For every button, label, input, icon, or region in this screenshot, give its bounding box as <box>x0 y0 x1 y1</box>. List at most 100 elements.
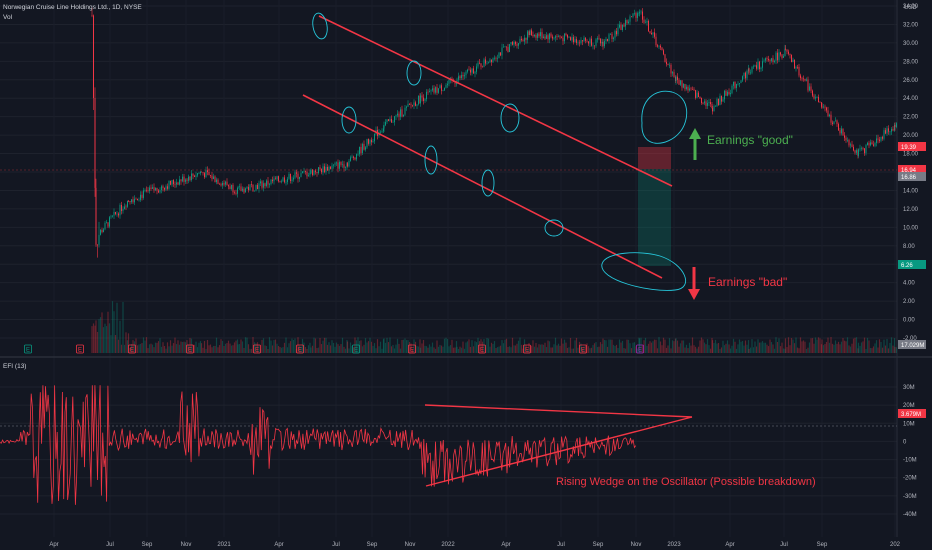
volume-bar <box>229 343 231 353</box>
time-tick-label: 2023 <box>667 542 681 548</box>
candle-body <box>465 71 467 76</box>
volume-bar <box>178 344 181 353</box>
volume-bar <box>520 344 523 353</box>
candle-body <box>742 76 743 81</box>
volume-bar <box>814 337 817 353</box>
candle-body <box>410 104 412 106</box>
circle-highlight <box>406 60 422 86</box>
earnings-event-marker[interactable] <box>408 344 416 354</box>
candle-body <box>146 189 147 191</box>
candle-body <box>528 31 530 36</box>
channel-upper-line[interactable] <box>318 15 673 187</box>
volume-bar <box>566 347 569 353</box>
candle-body <box>632 13 634 17</box>
volume-bar <box>801 341 803 353</box>
volume-bar <box>827 337 829 353</box>
earnings-event-marker[interactable] <box>253 344 261 354</box>
earnings-event-marker[interactable] <box>76 344 84 354</box>
earnings-event-marker[interactable] <box>352 344 360 354</box>
candle-body <box>734 81 736 88</box>
candle-body <box>461 75 462 79</box>
earnings-event-glyph: E <box>638 348 642 354</box>
volume-bar <box>550 347 552 353</box>
candle-body <box>804 78 806 81</box>
candle-body <box>182 176 183 182</box>
oscillator-label[interactable]: EFI (13) <box>3 363 26 370</box>
candle-body <box>313 170 315 176</box>
candle-body <box>424 99 426 101</box>
volume-bar <box>108 323 111 353</box>
candle-body <box>128 200 129 202</box>
candle-body <box>525 37 527 40</box>
candle-body <box>540 32 541 37</box>
volume-bar <box>810 338 812 353</box>
volume-bar <box>304 347 307 353</box>
earnings-event-marker[interactable] <box>296 344 304 354</box>
earnings-event-marker[interactable] <box>523 344 531 354</box>
volume-bar <box>136 345 139 353</box>
volume-bar <box>894 346 896 353</box>
volume-bar <box>171 345 173 353</box>
candle-body <box>423 97 424 101</box>
candle-body <box>818 97 819 103</box>
oscillator-tick-label: -40M <box>903 512 917 518</box>
volume-bar <box>145 337 148 353</box>
candle-body <box>372 141 374 143</box>
wedge-lower-line[interactable] <box>425 416 693 487</box>
volume-bar <box>230 345 233 353</box>
volume-bar <box>138 344 140 353</box>
volume-bar <box>314 338 317 353</box>
candle-body <box>562 37 564 42</box>
volume-bar <box>252 337 254 353</box>
candle-body <box>275 178 276 180</box>
oscillator-axis-labels[interactable]: 30M 20M 10M 0 -10M -20M -30M -40M <box>903 385 917 518</box>
candle-body <box>186 179 188 181</box>
volume-bar <box>396 338 399 353</box>
candle-body <box>507 47 509 52</box>
candle-body <box>643 19 645 23</box>
volume-bar <box>662 337 665 353</box>
candle-body <box>607 38 608 41</box>
volume-bar <box>726 340 729 353</box>
volume-bar <box>741 340 744 353</box>
candle-body <box>851 144 853 147</box>
time-axis-labels[interactable]: Apr Jul Sep Nov 2021 Apr Jul Sep Nov 2022 Apr Jul Se… <box>49 542 900 548</box>
candle-body <box>873 144 874 146</box>
earnings-event-marker[interactable] <box>636 344 644 354</box>
candle-body <box>185 179 186 182</box>
candle-body <box>351 156 353 158</box>
earnings-event-marker[interactable] <box>579 344 587 354</box>
candle-body <box>296 172 297 174</box>
candle-body <box>833 121 835 124</box>
earnings-event-marker[interactable] <box>478 344 486 354</box>
wedge-upper-line[interactable] <box>424 404 693 418</box>
candle-body <box>281 181 282 183</box>
candle-body <box>867 142 868 146</box>
candle-body <box>124 206 125 209</box>
symbol-title[interactable]: Norwegian Cruise Line Holdings Ltd., 1D,… <box>3 4 142 11</box>
candle-body <box>398 113 400 117</box>
oscillator-tick-label: -10M <box>903 458 917 464</box>
volume-bar <box>586 343 588 353</box>
volume-bar <box>656 348 659 353</box>
long-short-position-box[interactable] <box>638 147 671 266</box>
volume-bar <box>769 339 771 353</box>
volume-bar <box>575 337 578 353</box>
earnings-event-marker[interactable] <box>128 344 136 354</box>
candle-body <box>663 50 664 55</box>
earnings-event-marker[interactable] <box>186 344 194 354</box>
target-box-upper <box>638 147 671 169</box>
volume-label[interactable]: Vol <box>3 14 13 21</box>
volume-bar <box>667 345 669 353</box>
volume-bar <box>274 339 277 353</box>
volume-bar <box>884 345 887 353</box>
candle-body <box>661 47 663 51</box>
volume-bar <box>685 344 688 353</box>
volume-bar <box>505 338 508 353</box>
rising-wedge[interactable] <box>424 404 693 487</box>
earnings-event-marker[interactable] <box>24 344 32 354</box>
candle-body <box>279 181 281 183</box>
candle-body <box>631 16 632 18</box>
